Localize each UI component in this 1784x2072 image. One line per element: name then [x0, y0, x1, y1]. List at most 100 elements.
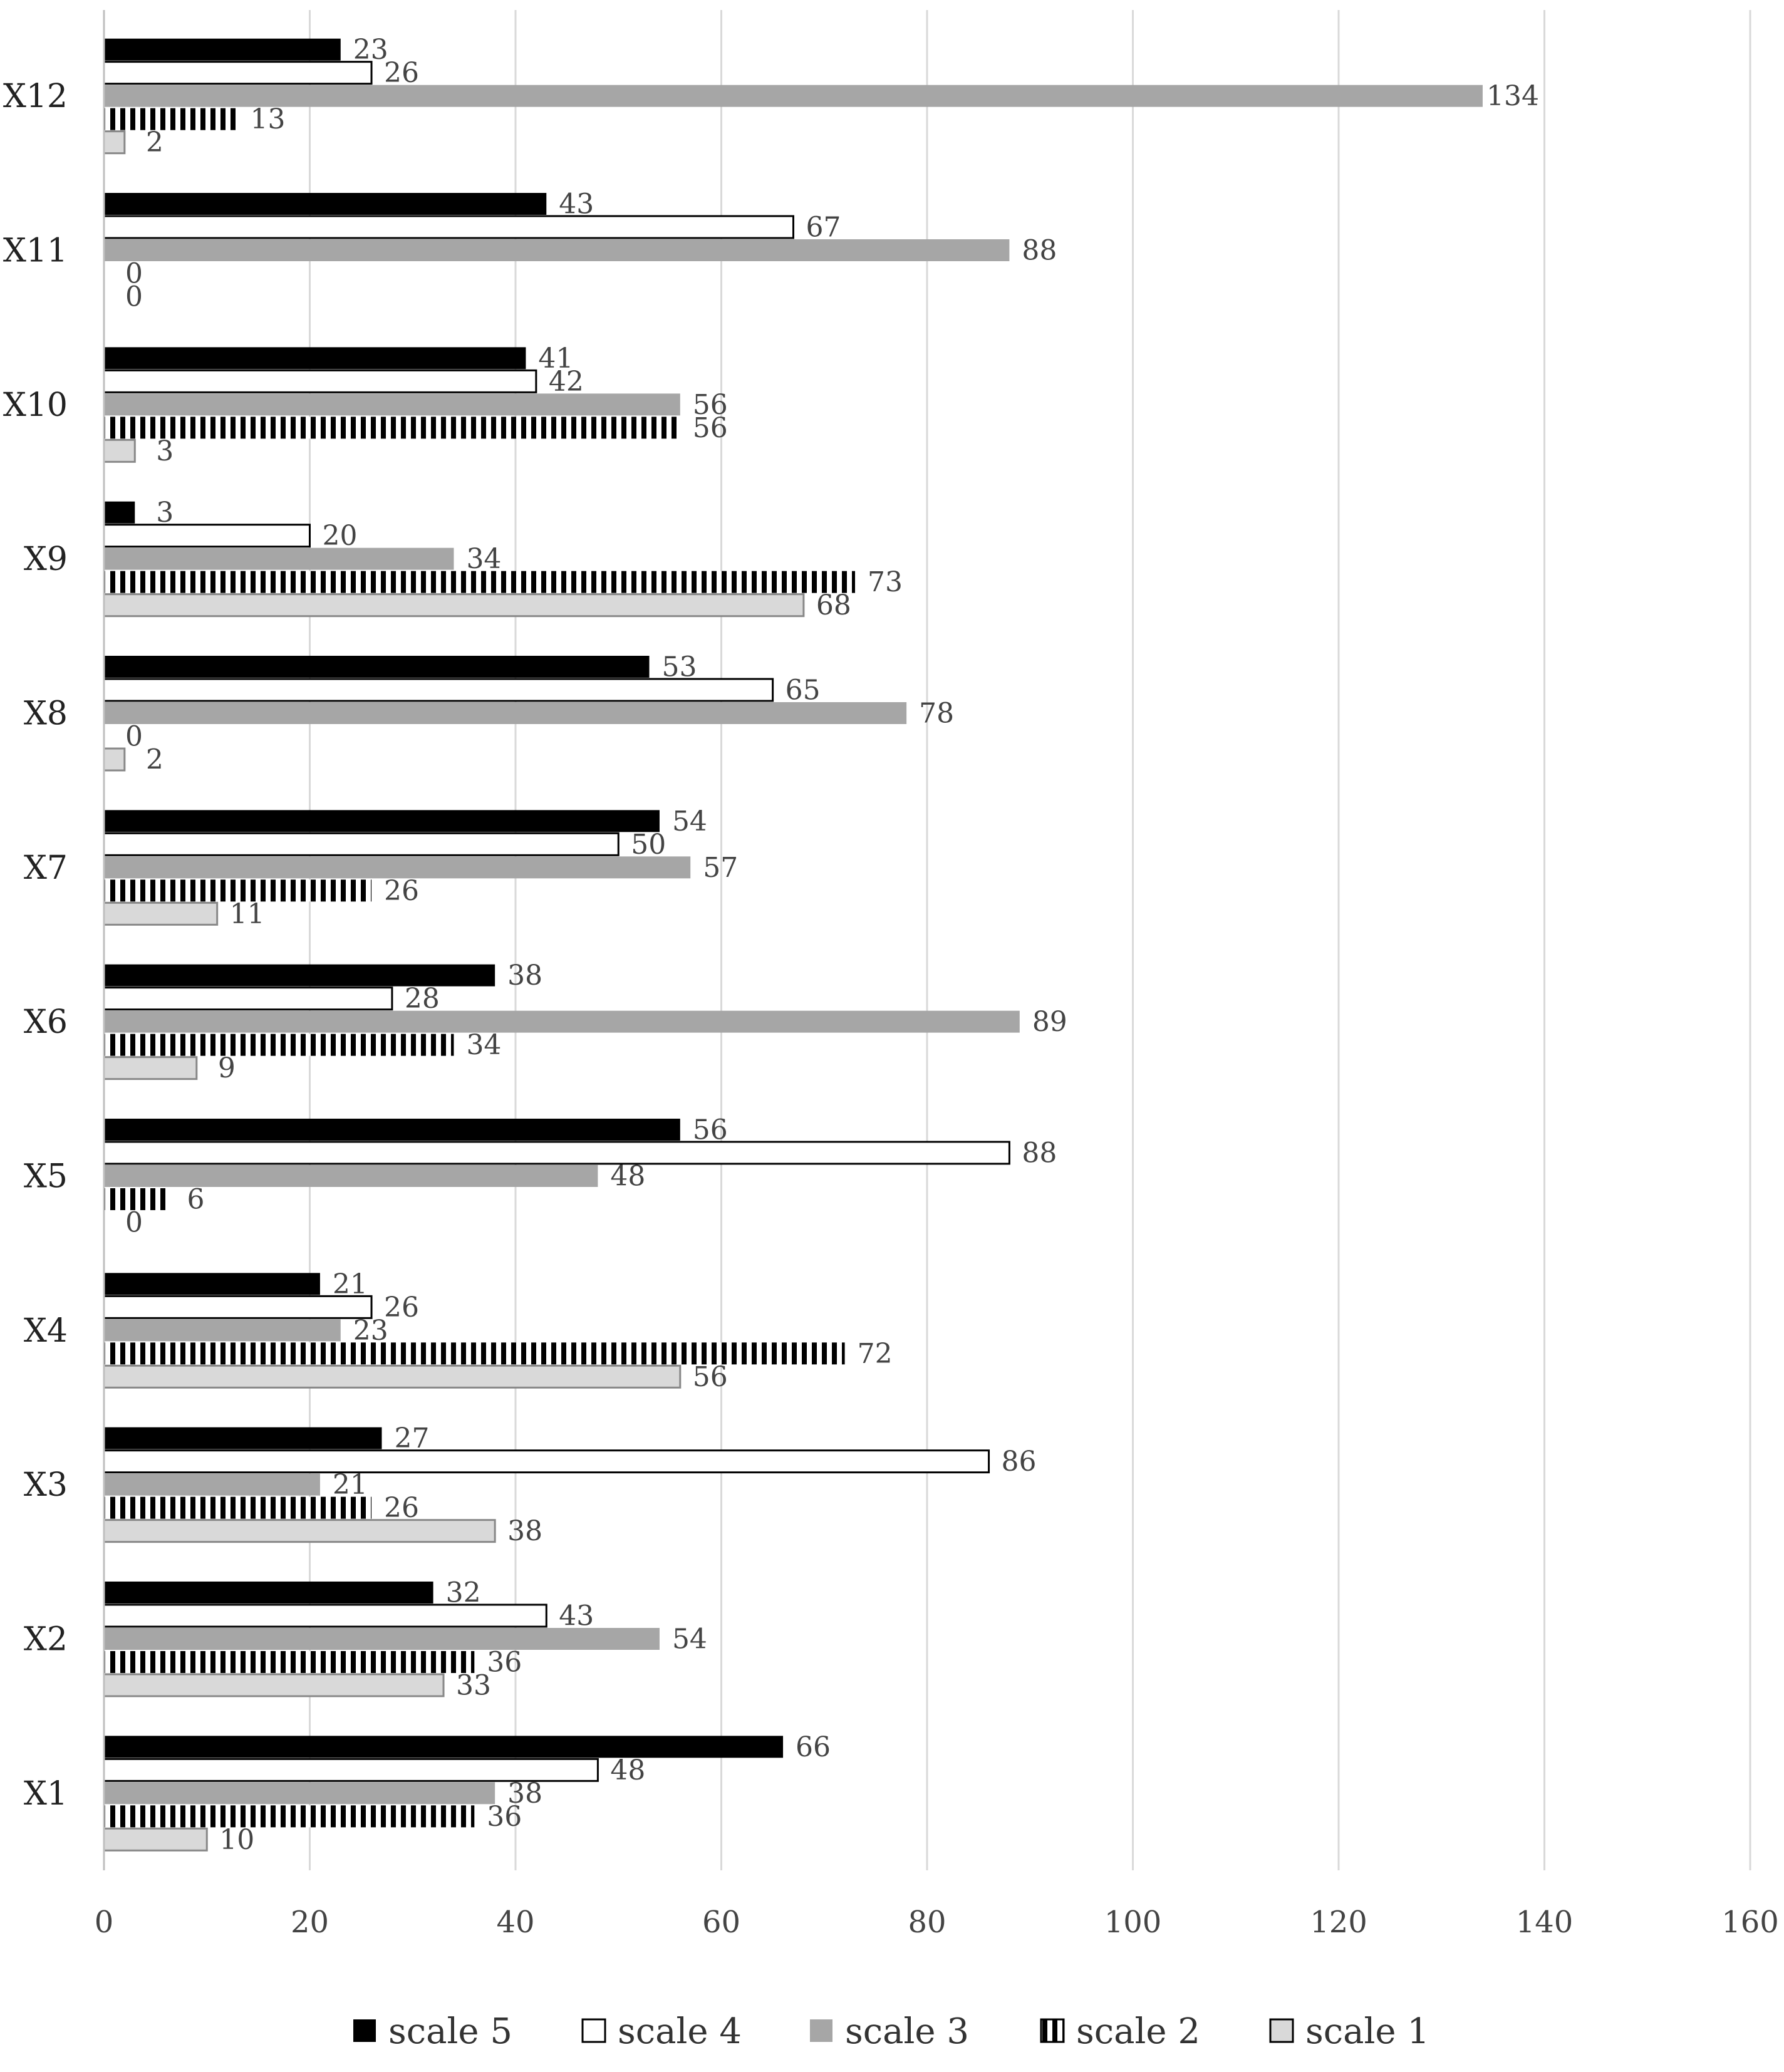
data-label: 41	[538, 343, 573, 375]
bar	[103, 1449, 990, 1474]
bar	[104, 656, 650, 678]
legend-swatch	[1040, 2018, 1065, 2043]
bar	[104, 1782, 495, 1805]
axes: 0 20 40 60 80 100 120 140 160X1X2X3X4X5X6X7X8X9X…	[3, 10, 1779, 1940]
bar	[103, 1056, 198, 1080]
data-label: 34	[466, 1029, 501, 1061]
bar	[104, 347, 526, 370]
bar	[103, 901, 219, 926]
legend-swatch	[353, 2019, 376, 2042]
bar	[104, 1496, 372, 1519]
data-label: 21	[333, 1268, 368, 1300]
data-label: 56	[693, 389, 728, 421]
data-label: 3	[156, 435, 174, 467]
data-label: 57	[703, 852, 738, 884]
category-label: X5	[24, 1158, 68, 1196]
bar	[104, 1736, 784, 1758]
data-label: 26	[384, 1492, 419, 1524]
data-label: 66	[796, 1731, 831, 1763]
data-label: 27	[394, 1422, 429, 1454]
data-label: 34	[466, 543, 501, 575]
data-label: 38	[507, 1515, 542, 1547]
data-label: 20	[323, 520, 358, 552]
bar	[104, 1010, 1020, 1033]
bar	[104, 38, 341, 61]
bar	[103, 1603, 547, 1628]
data-label: 26	[384, 875, 419, 907]
bar	[104, 1582, 433, 1603]
data-label: 38	[507, 960, 542, 992]
category-label: X1	[24, 1775, 68, 1813]
data-label: 10	[219, 1824, 254, 1856]
data-label: 78	[919, 698, 954, 730]
data-label: 6	[187, 1184, 205, 1216]
bar	[103, 438, 136, 463]
data-label: 134	[1486, 80, 1539, 112]
category-label: X10	[3, 386, 68, 424]
bar	[103, 1519, 496, 1543]
category-label: X9	[24, 541, 68, 578]
data-label: 65	[786, 675, 821, 707]
bar	[103, 1141, 1010, 1165]
data-label: 56	[693, 1361, 728, 1393]
data-label: 67	[806, 212, 841, 244]
bar	[104, 1628, 660, 1650]
legend-label: scale 4	[618, 2011, 742, 2052]
bar	[103, 130, 126, 155]
category-label: X12	[3, 78, 68, 115]
bar	[104, 1119, 680, 1141]
bar	[104, 193, 547, 215]
legend-swatch	[581, 2018, 606, 2043]
category-label: X6	[24, 1003, 68, 1041]
data-label: 38	[507, 1778, 542, 1810]
data-label: 33	[456, 1670, 491, 1702]
bar	[104, 571, 856, 593]
category-label: X2	[24, 1621, 68, 1659]
category-label: X8	[24, 695, 68, 733]
data-label: 11	[230, 898, 265, 930]
data-label: 13	[251, 103, 286, 135]
bar	[103, 747, 126, 772]
data-label: 23	[353, 1315, 388, 1347]
bar	[103, 61, 373, 85]
category-label: X11	[3, 232, 68, 270]
bar	[104, 856, 691, 879]
data-label: 48	[610, 1161, 645, 1193]
bar	[104, 1651, 475, 1673]
bar	[104, 501, 135, 524]
data-label: 0	[125, 258, 143, 290]
bar	[104, 1033, 454, 1056]
bar	[103, 215, 794, 239]
x-tick-label: 100	[1104, 1905, 1162, 1940]
data-label: 2	[146, 127, 163, 158]
data-label: 72	[858, 1338, 893, 1370]
bar	[104, 239, 1010, 261]
data-label: 88	[1022, 1137, 1057, 1169]
bar	[104, 547, 454, 570]
data-label: 48	[610, 1754, 645, 1786]
category-label: X3	[24, 1466, 68, 1504]
legend-label: scale 2	[1076, 2011, 1200, 2052]
data-label: 21	[333, 1469, 368, 1501]
legend-swatch	[810, 2019, 832, 2042]
bar	[104, 879, 372, 902]
category-label: X7	[24, 849, 68, 887]
bars	[103, 38, 1483, 1852]
legend-label: scale 3	[845, 2011, 969, 2052]
bar	[103, 1364, 682, 1389]
bar	[104, 964, 495, 987]
bar	[104, 810, 660, 832]
data-label: 89	[1032, 1006, 1067, 1038]
data-label: 50	[631, 829, 666, 861]
x-tick-label: 60	[702, 1905, 740, 1940]
data-label: 88	[1022, 235, 1057, 267]
x-tick-label: 40	[496, 1905, 534, 1940]
bar	[104, 1342, 845, 1365]
bar	[104, 1165, 598, 1187]
bar	[103, 1673, 445, 1697]
data-label: 68	[816, 589, 851, 621]
data-label: 32	[446, 1577, 481, 1609]
data-labels: 6648383610324354363327862126382126237256…	[125, 34, 1539, 1856]
